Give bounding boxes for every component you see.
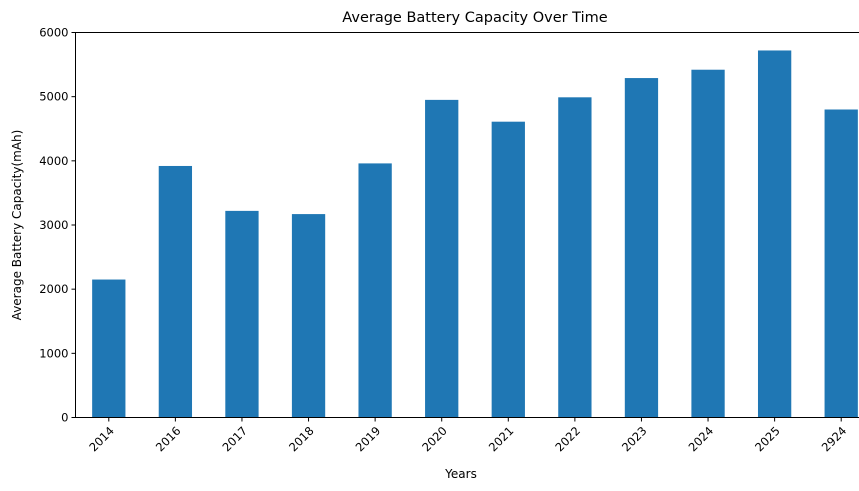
x-tick-label: 2023: [619, 424, 650, 455]
x-tick-label: 2014: [86, 424, 117, 455]
bar-2020: [425, 99, 459, 418]
bar-2023: [624, 78, 659, 418]
x-axis: 2014 2016 2017 2018 2019 2020 2021 2022 2023 2024…: [86, 417, 850, 455]
bar-2016: [158, 165, 193, 418]
y-tick-label: 1000: [39, 346, 68, 360]
x-tick-label: 2018: [286, 424, 317, 455]
x-tick-label: 2017: [219, 424, 250, 455]
y-axis-label: Average Battery Capacity(mAh): [10, 130, 24, 321]
bar-2022: [558, 97, 592, 418]
x-axis-label: Years: [444, 467, 477, 481]
x-tick-label: 2924: [819, 424, 850, 455]
y-tick-label: 2000: [39, 282, 68, 296]
bar-2021: [491, 121, 525, 418]
y-tick-label: 6000: [39, 26, 68, 40]
y-tick-label: 3000: [39, 218, 68, 232]
bar-2024: [691, 69, 725, 418]
x-tick-label: 2022: [552, 424, 583, 455]
bar-2014: [92, 279, 126, 418]
x-tick-label: 2025: [752, 424, 783, 455]
x-tick-label: 2019: [353, 424, 384, 455]
y-tick-label: 4000: [39, 154, 68, 168]
x-tick-label: 2016: [153, 424, 184, 455]
bar-2018: [291, 214, 326, 418]
x-tick-label: 2020: [419, 424, 450, 455]
bar-2924: [824, 109, 858, 418]
bar-2019: [358, 163, 392, 418]
x-tick-label: 2024: [686, 424, 717, 455]
y-tick-label: 5000: [39, 90, 68, 104]
plot-frame: [75, 32, 859, 418]
chart-title: Average Battery Capacity Over Time: [342, 10, 607, 26]
x-tick-label: 2021: [486, 424, 517, 455]
bars-group: [92, 50, 858, 418]
y-tick-label: 0: [61, 411, 68, 425]
bar-2017: [225, 210, 259, 418]
bar-2025: [757, 50, 792, 418]
y-axis: 0 1000 2000 3000 4000 5000 6000: [39, 26, 76, 425]
